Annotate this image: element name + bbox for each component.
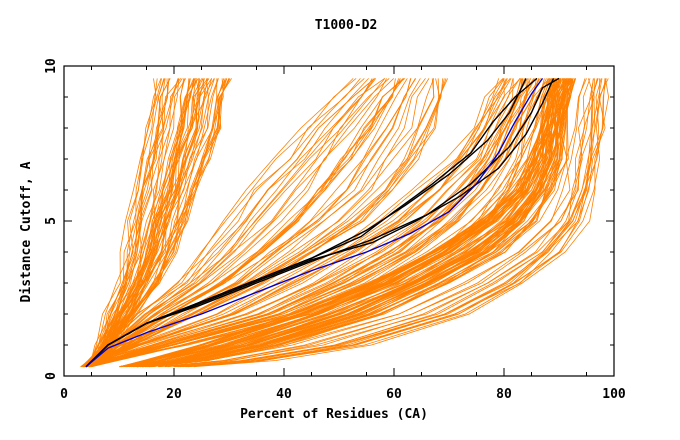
- model-curve-outer-right: [159, 78, 594, 368]
- model-curve-mid-fan: [85, 78, 441, 368]
- y-tick-label: 5: [44, 217, 59, 225]
- model-curve-mid-fan: [83, 78, 401, 368]
- model-curve-mid-fan: [85, 78, 447, 368]
- y-tick-label: 0: [44, 372, 59, 380]
- model-curve-mid-fan: [82, 78, 387, 368]
- series-lines: [85, 77, 560, 368]
- bulk-lines: [80, 78, 610, 368]
- model-curve-mid-fan: [82, 78, 390, 368]
- model-curve-outer-right: [164, 78, 594, 368]
- model-curve-lower-fan: [88, 78, 523, 368]
- model-curve-steep-fan: [83, 78, 205, 368]
- model-curve-lower-fan: [89, 78, 540, 368]
- model-curve-dense-band: [145, 78, 574, 368]
- model-curve-outer-right: [167, 78, 595, 368]
- x-axis-label: Percent of Residues (CA): [240, 407, 428, 422]
- model-curve-dense-band: [137, 78, 570, 368]
- model-curve-dense-band: [121, 78, 558, 368]
- model-curve-dense-band: [142, 78, 570, 368]
- model-curve-lower-fan: [87, 78, 514, 368]
- model-curve-steep-fan: [80, 78, 162, 368]
- x-tick-label: 40: [276, 387, 292, 402]
- model-curve-mid-fan: [82, 78, 394, 368]
- model-curve-lower-fan: [89, 78, 536, 368]
- model-curve-mid-fan: [80, 78, 354, 368]
- chart-title: T1000-D2: [315, 18, 378, 33]
- model-curve-dense-band: [129, 78, 559, 368]
- model-curve-lower-fan: [90, 78, 547, 368]
- model-curve-dense-band: [147, 78, 568, 368]
- model-curve-outer-right: [188, 78, 609, 368]
- model-curve-dense-band: [119, 78, 553, 368]
- x-tick-label: 100: [602, 387, 626, 402]
- x-tick-label: 60: [386, 387, 402, 402]
- model-curve-lower-fan: [86, 78, 505, 368]
- model-curve-outer-right: [148, 78, 587, 368]
- model-curve-dense-band: [137, 78, 562, 368]
- model-curve-outer-right: [148, 78, 586, 368]
- model-curve-steep-fan: [80, 78, 162, 368]
- model-curve-mid-fan: [80, 78, 365, 368]
- model-curve-steep-fan: [82, 78, 183, 368]
- highlight-curve-5: [85, 77, 544, 368]
- model-curve-outer-right: [186, 78, 606, 368]
- model-curve-steep-fan: [81, 78, 165, 368]
- y-axis-label: Distance Cutoff, A: [19, 161, 34, 302]
- model-curve-outer-right: [158, 78, 591, 368]
- y-tick-label: 10: [44, 58, 59, 74]
- model-curve-lower-fan: [86, 78, 508, 368]
- x-tick-label: 80: [496, 387, 512, 402]
- model-curve-mid-fan: [83, 78, 408, 368]
- model-curve-mid-fan: [84, 78, 421, 368]
- model-curve-dense-band: [119, 78, 553, 368]
- x-tick-label: 0: [60, 387, 68, 402]
- x-tick-label: 20: [166, 387, 182, 402]
- model-curve-dense-band: [133, 78, 560, 368]
- model-curve-steep-fan: [81, 78, 170, 368]
- highlight-curve-4: [85, 78, 555, 368]
- axes: 0 20 40 60 80 100 0 5 10: [44, 58, 626, 402]
- model-curve-mid-fan: [83, 78, 404, 368]
- model-curve-steep-fan: [80, 78, 157, 368]
- model-curve-lower-fan: [88, 78, 523, 368]
- model-curve-lower-fan: [88, 78, 529, 368]
- model-curve-outer-right: [179, 78, 603, 368]
